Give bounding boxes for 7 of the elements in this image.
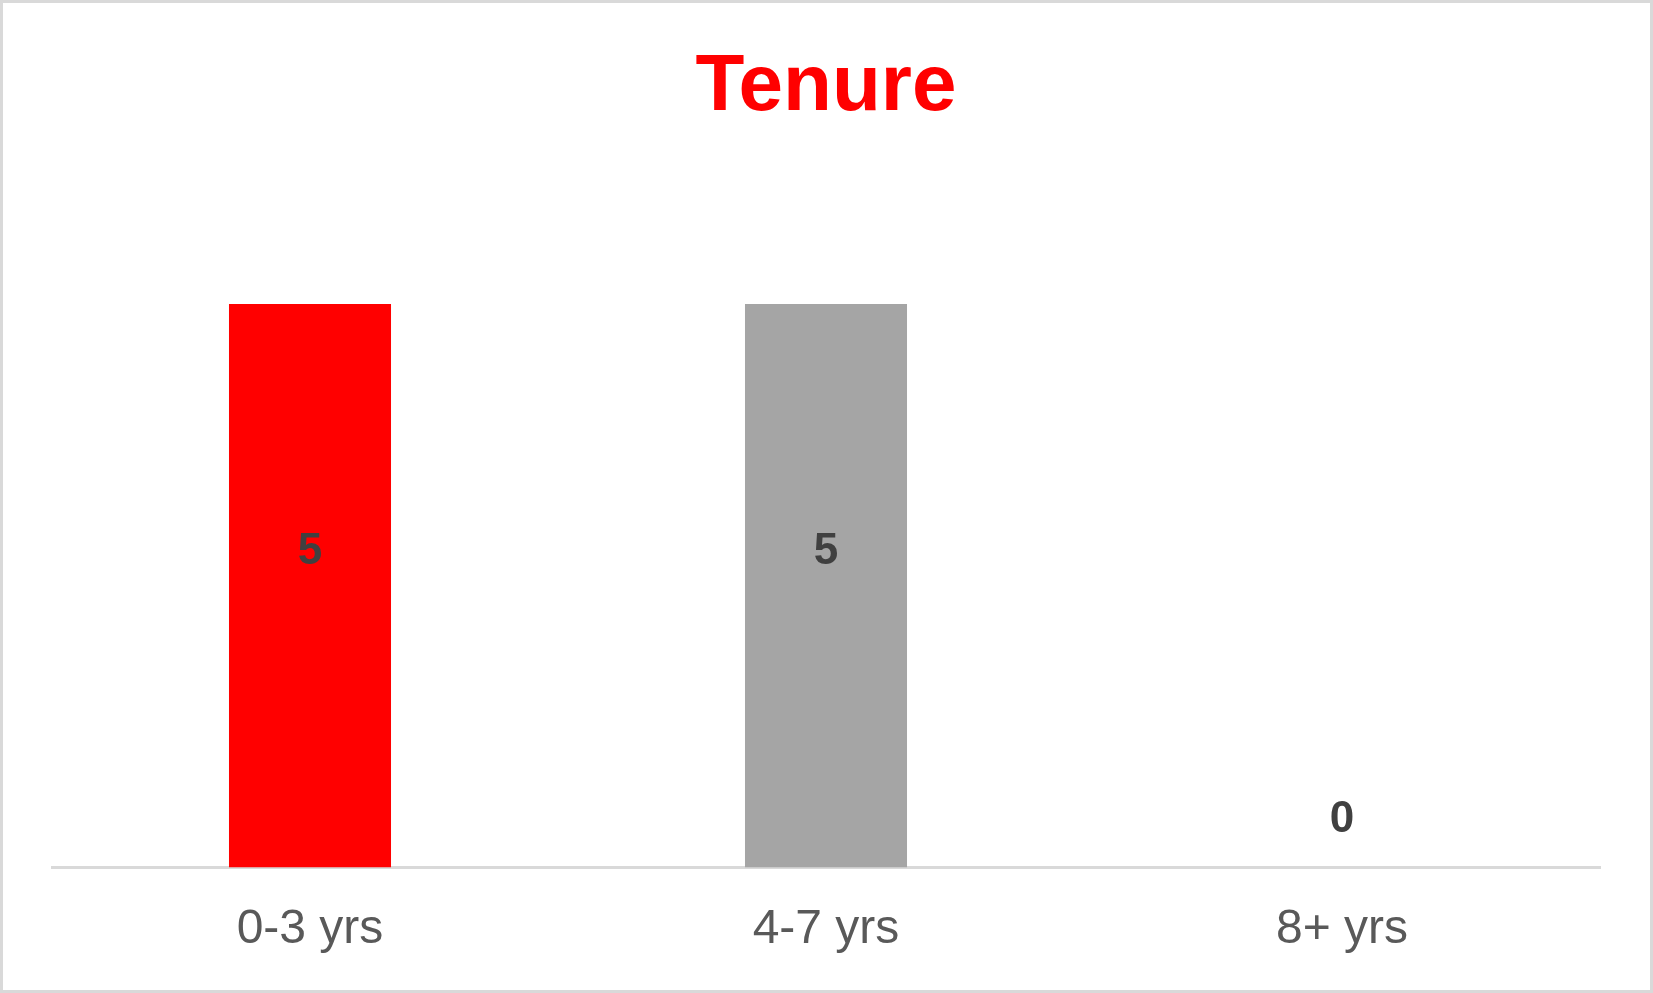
data-label: 5	[813, 523, 839, 573]
chart-title: Tenure	[695, 38, 957, 128]
x-tick-label: 4-7 yrs	[752, 900, 900, 954]
data-label: 5	[297, 523, 323, 573]
data-label: 0	[1329, 791, 1355, 841]
x-tick-label: 8+ yrs	[1275, 900, 1409, 954]
x-tick-label: 0-3 yrs	[236, 900, 384, 954]
